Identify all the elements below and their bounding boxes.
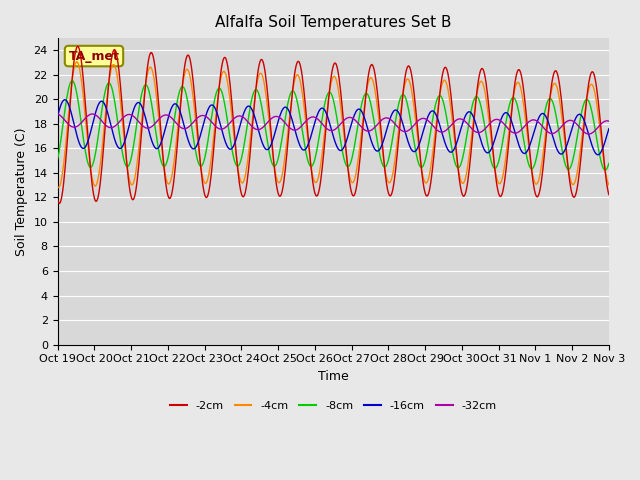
Y-axis label: Soil Temperature (C): Soil Temperature (C) <box>15 127 28 255</box>
Text: TA_met: TA_met <box>68 49 120 62</box>
Title: Alfalfa Soil Temperatures Set B: Alfalfa Soil Temperatures Set B <box>215 15 451 30</box>
Legend: -2cm, -4cm, -8cm, -16cm, -32cm: -2cm, -4cm, -8cm, -16cm, -32cm <box>165 397 501 416</box>
X-axis label: Time: Time <box>318 370 349 383</box>
